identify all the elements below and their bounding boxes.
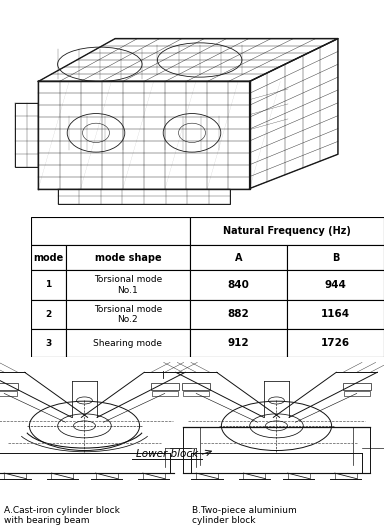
Bar bbox=[287, 270, 384, 299]
Text: 1726: 1726 bbox=[321, 338, 350, 348]
Text: Shearing mode: Shearing mode bbox=[93, 339, 162, 348]
Bar bbox=[66, 270, 190, 299]
Text: Torsional mode
No.2: Torsional mode No.2 bbox=[94, 305, 162, 324]
Bar bbox=[190, 270, 287, 299]
Text: 882: 882 bbox=[227, 309, 249, 320]
Bar bbox=[0, 383, 18, 390]
Bar bbox=[190, 299, 287, 329]
Text: B.Two-piece aluminium
cylinder block: B.Two-piece aluminium cylinder block bbox=[192, 506, 297, 525]
Text: mode: mode bbox=[33, 252, 63, 262]
Text: 1: 1 bbox=[45, 280, 51, 289]
Text: B: B bbox=[332, 252, 339, 262]
Bar bbox=[190, 245, 287, 270]
Bar bbox=[151, 383, 179, 390]
Bar bbox=[190, 329, 287, 357]
Text: 3: 3 bbox=[45, 339, 51, 348]
Bar bbox=[344, 391, 369, 396]
Text: Lower block: Lower block bbox=[136, 449, 198, 459]
Bar bbox=[66, 299, 190, 329]
Bar bbox=[31, 329, 66, 357]
Bar bbox=[152, 391, 177, 396]
Bar bbox=[287, 245, 384, 270]
Text: A: A bbox=[235, 252, 242, 262]
Bar bbox=[182, 383, 210, 390]
Text: 2: 2 bbox=[45, 310, 51, 319]
Text: 944: 944 bbox=[324, 280, 346, 290]
Text: 1164: 1164 bbox=[321, 309, 350, 320]
Bar bbox=[66, 329, 190, 357]
Bar bbox=[287, 299, 384, 329]
Bar bbox=[31, 299, 66, 329]
Bar bbox=[0, 391, 17, 396]
Bar bbox=[66, 245, 190, 270]
Text: Natural Frequency (Hz): Natural Frequency (Hz) bbox=[223, 226, 351, 236]
Bar bbox=[190, 217, 384, 245]
Text: 840: 840 bbox=[227, 280, 249, 290]
Text: Torsional mode
No.1: Torsional mode No.1 bbox=[94, 275, 162, 295]
Bar bbox=[343, 383, 371, 390]
Text: 912: 912 bbox=[227, 338, 249, 348]
Bar bbox=[31, 217, 190, 245]
Bar bbox=[31, 245, 66, 270]
Text: A.Cast-iron cylinder block
with bearing beam: A.Cast-iron cylinder block with bearing … bbox=[4, 506, 120, 525]
Bar bbox=[287, 329, 384, 357]
Bar bbox=[31, 270, 66, 299]
Text: mode shape: mode shape bbox=[94, 252, 161, 262]
Bar bbox=[184, 391, 209, 396]
